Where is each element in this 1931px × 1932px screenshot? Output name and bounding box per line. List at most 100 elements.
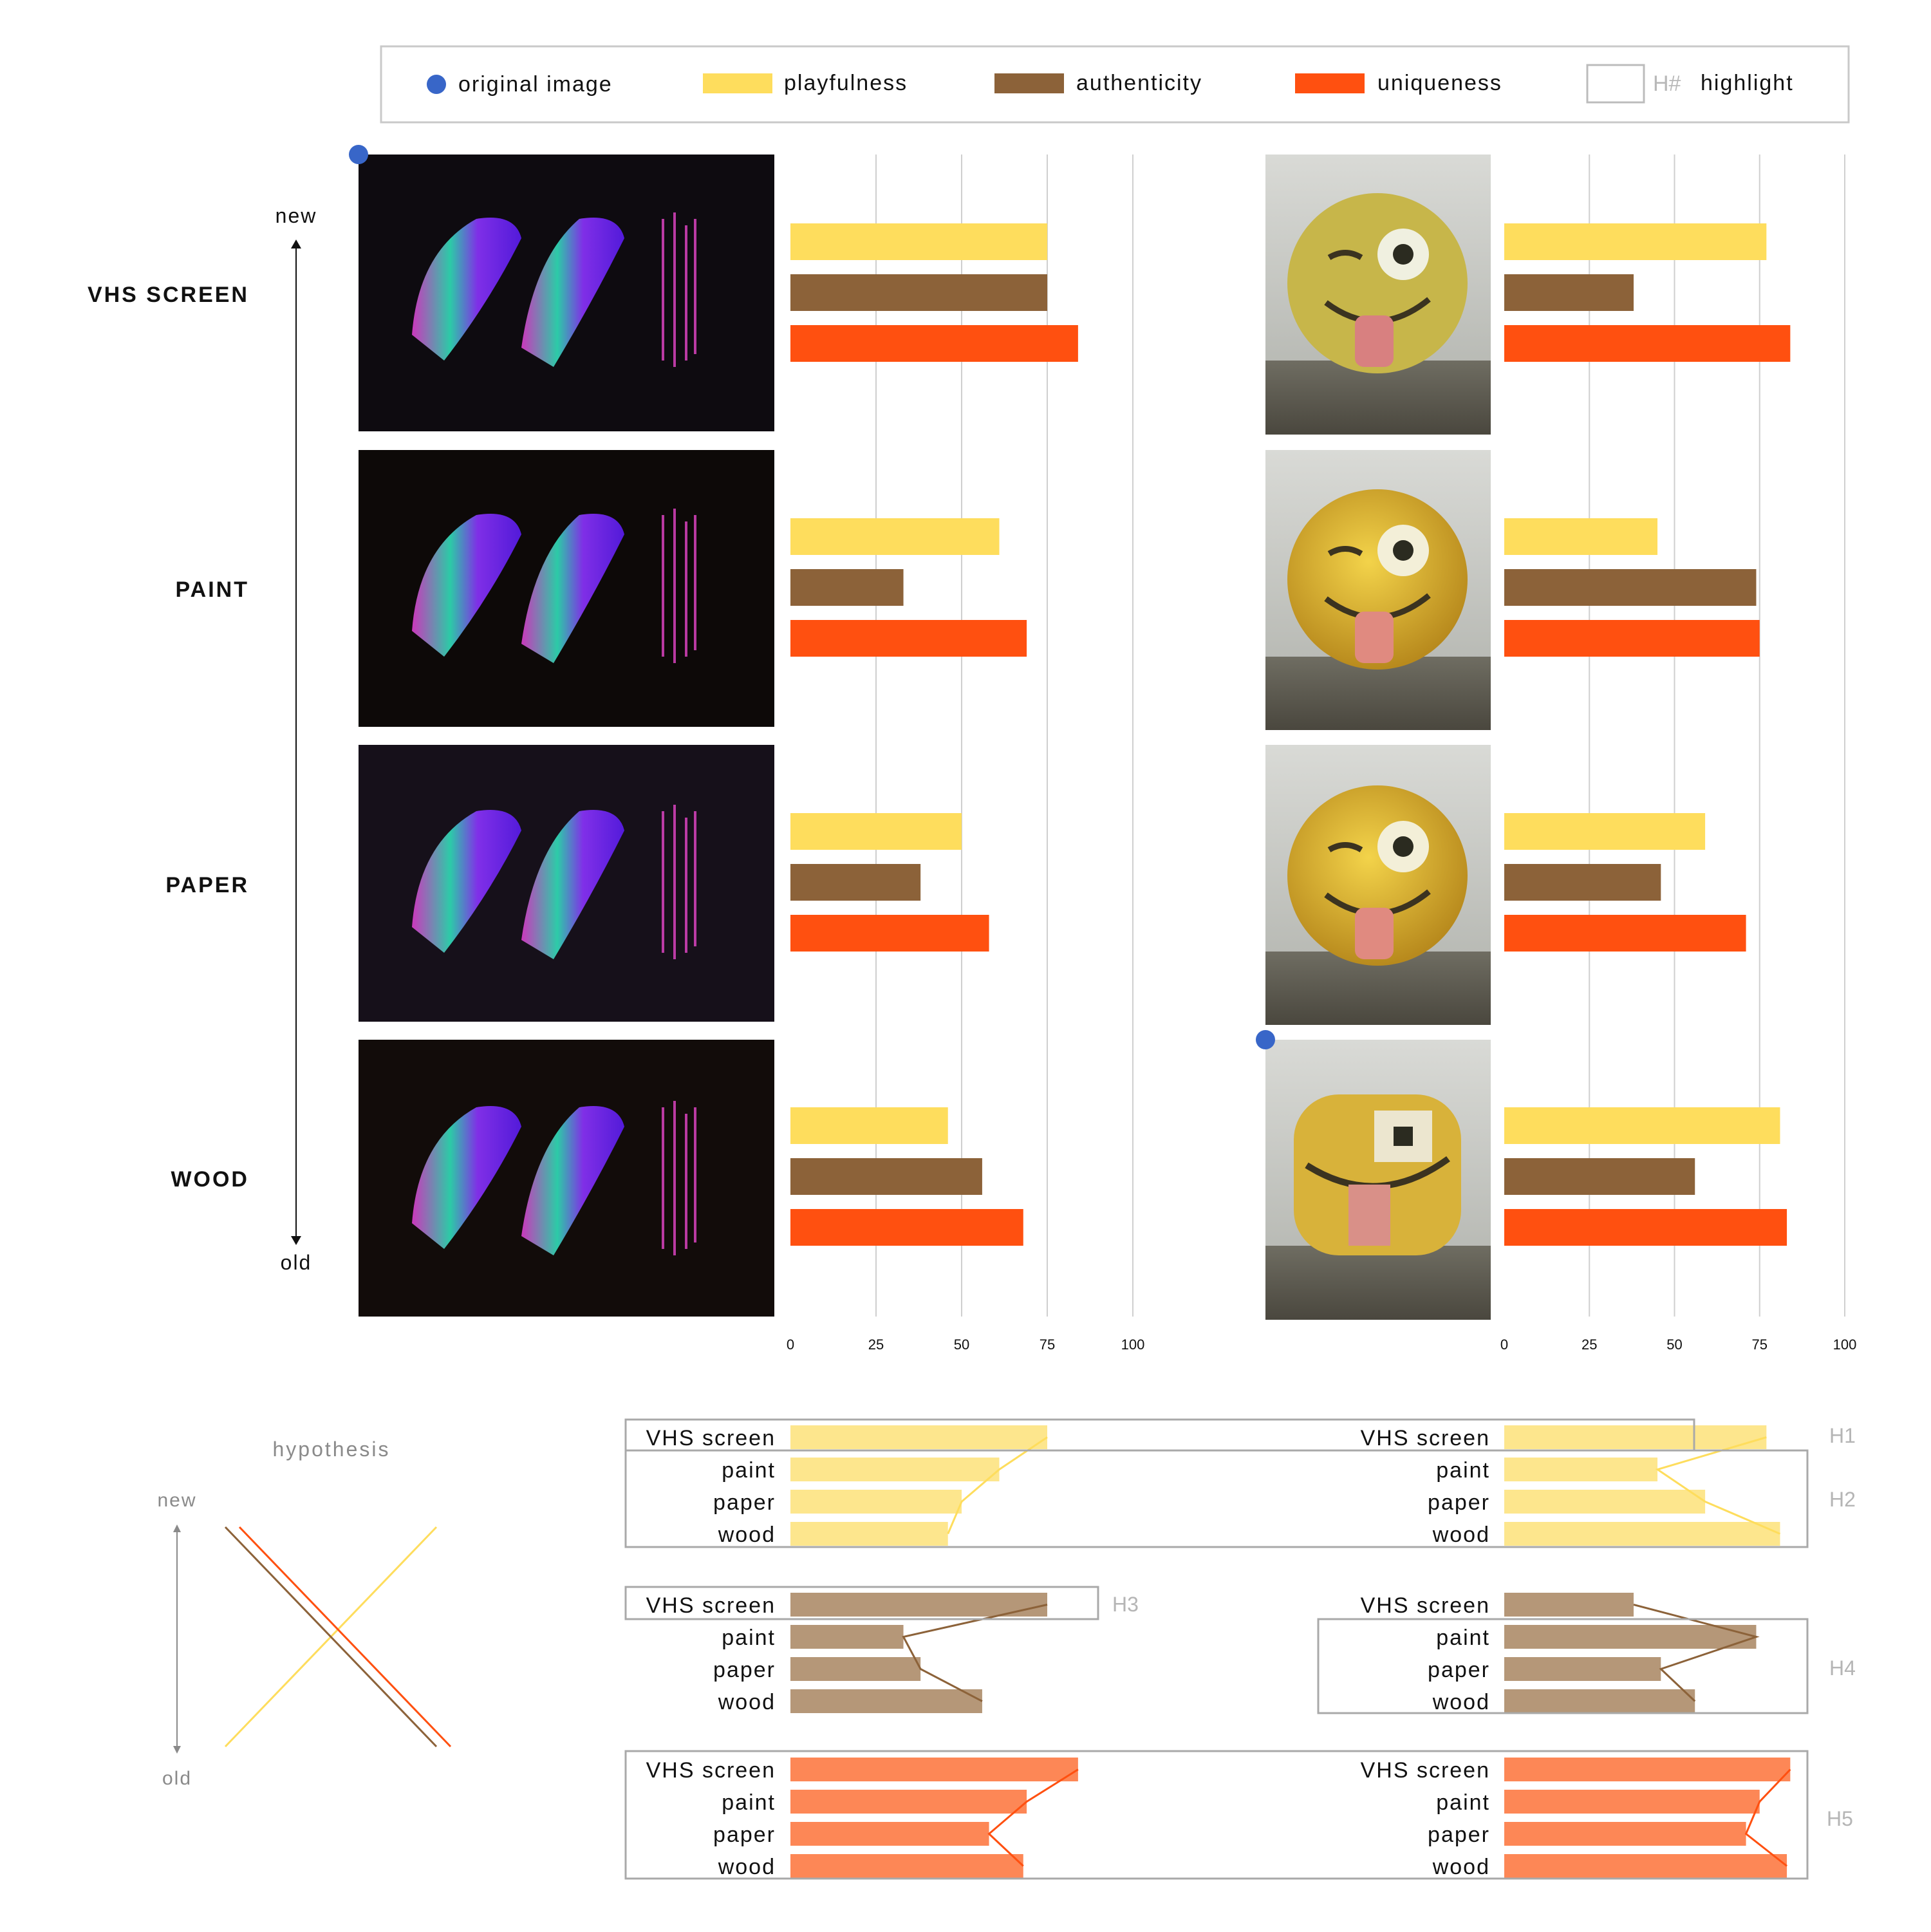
left-small-bar-authenticity-vhs-screen bbox=[790, 1593, 1047, 1617]
legend-playfulness-label: playfulness bbox=[784, 71, 908, 95]
left-small-label-authenticity-vhs-screen: VHS screen bbox=[646, 1593, 776, 1618]
right-small-bar-authenticity-paint bbox=[1504, 1625, 1757, 1649]
right-small-bar-authenticity-paper bbox=[1504, 1657, 1661, 1681]
left-small-bar-uniqueness-paper bbox=[790, 1822, 989, 1846]
right-small-label-authenticity-wood: wood bbox=[1432, 1690, 1490, 1714]
axis-arrow-down-icon bbox=[291, 1236, 301, 1245]
right-tick-label-25: 25 bbox=[1581, 1336, 1597, 1353]
left-bar-vhs-screen-authenticity bbox=[790, 274, 1047, 311]
right-bar-paint-authenticity bbox=[1504, 569, 1757, 606]
highlight-box-h3 bbox=[624, 1586, 1099, 1620]
right-small-label-uniqueness-wood: wood bbox=[1432, 1855, 1490, 1879]
emoji-image-paper bbox=[1265, 745, 1491, 1025]
left-trend-line-playfulness bbox=[947, 1436, 1048, 1535]
left-bar-vhs-screen-playfulness bbox=[790, 223, 1047, 260]
hypothesis-arrow-down-icon bbox=[173, 1746, 181, 1754]
left-small-label-authenticity-paint: paint bbox=[722, 1626, 776, 1650]
right-small-bar-playfulness-wood bbox=[1504, 1522, 1780, 1546]
legend-frame bbox=[380, 45, 1850, 124]
legend-highlight-code: H# bbox=[1653, 71, 1681, 96]
left-small-label-playfulness-vhs-screen: VHS screen bbox=[646, 1426, 776, 1450]
legend-playfulness-swatch bbox=[703, 73, 772, 93]
right-bar-vhs-screen-authenticity bbox=[1504, 274, 1634, 311]
highlight-label-h5: H5 bbox=[1827, 1807, 1853, 1830]
right-small-label-playfulness-wood: wood bbox=[1432, 1523, 1490, 1547]
left-small-label-playfulness-paper: paper bbox=[713, 1490, 776, 1515]
right-trend-line-uniqueness bbox=[1744, 1768, 1791, 1867]
left-small-bar-uniqueness-wood bbox=[790, 1854, 1023, 1878]
left-small-bar-authenticity-paint bbox=[790, 1625, 904, 1649]
highlight-label-h3: H3 bbox=[1112, 1593, 1139, 1616]
left-small-label-uniqueness-paper: paper bbox=[713, 1823, 776, 1847]
right-bar-paper-uniqueness bbox=[1504, 915, 1746, 952]
emoji-image-paint bbox=[1265, 450, 1491, 730]
row-label-vhs: VHS SCREEN bbox=[88, 283, 249, 307]
highlight-box-h5 bbox=[624, 1750, 1809, 1880]
chart-left: 0 25 50 75 100 bbox=[787, 155, 1144, 1353]
left-bar-wood-authenticity bbox=[790, 1158, 982, 1195]
right-small-bar-playfulness-paper bbox=[1504, 1490, 1706, 1514]
left-bar-paper-authenticity bbox=[790, 864, 921, 901]
glitch-image-wood bbox=[359, 1040, 774, 1317]
legend-uniqueness-swatch bbox=[1295, 73, 1365, 93]
left-tick-label-0: 0 bbox=[787, 1336, 794, 1353]
legend-highlight-swatch bbox=[1586, 64, 1645, 104]
left-bar-wood-playfulness bbox=[790, 1107, 948, 1144]
left-small-bar-playfulness-wood bbox=[790, 1522, 948, 1546]
emoji-image-wood bbox=[1265, 1040, 1491, 1320]
left-bar-paint-playfulness bbox=[790, 518, 1000, 555]
right-small-bar-playfulness-vhs-screen bbox=[1504, 1425, 1767, 1449]
right-trend-line-authenticity bbox=[1633, 1604, 1760, 1702]
left-tick-label-25: 25 bbox=[868, 1336, 884, 1353]
right-small-bar-uniqueness-wood bbox=[1504, 1854, 1787, 1878]
right-small-bar-playfulness-paint bbox=[1504, 1458, 1658, 1481]
row-labels: VHS SCREEN PAINT PAPER WOOD bbox=[88, 283, 249, 1192]
hypothesis-arrow-up-icon bbox=[173, 1524, 181, 1532]
left-tick-label-100: 100 bbox=[1121, 1336, 1145, 1353]
left-image-column bbox=[349, 145, 774, 1317]
glitch-image-paint bbox=[359, 450, 774, 727]
right-small-label-uniqueness-paper: paper bbox=[1428, 1823, 1490, 1847]
small-multiples: VHS screen paint paper wood VHS screen paint p… bbox=[646, 1425, 1791, 1879]
left-small-label-uniqueness-vhs-screen: VHS screen bbox=[646, 1758, 776, 1783]
left-bar-paper-uniqueness bbox=[790, 915, 989, 952]
legend: original image playfulness authenticity … bbox=[380, 45, 1850, 124]
left-small-label-uniqueness-wood: wood bbox=[718, 1855, 776, 1879]
hypothesis-uniqueness-line bbox=[238, 1526, 452, 1748]
hypothesis-diagram: hypothesis new old bbox=[157, 1438, 452, 1789]
right-tick-label-0: 0 bbox=[1500, 1336, 1508, 1353]
left-bar-paper-playfulness bbox=[790, 813, 962, 850]
right-bar-wood-playfulness bbox=[1504, 1107, 1780, 1144]
left-small-bar-authenticity-wood bbox=[790, 1689, 982, 1713]
left-trend-line-authenticity bbox=[902, 1604, 1048, 1702]
legend-authenticity-label: authenticity bbox=[1076, 71, 1202, 95]
right-bar-paper-playfulness bbox=[1504, 813, 1706, 850]
right-small-bar-uniqueness-paint bbox=[1504, 1790, 1760, 1814]
right-small-label-authenticity-paint: paint bbox=[1436, 1626, 1490, 1650]
left-small-bar-playfulness-paint bbox=[790, 1458, 1000, 1481]
right-bar-paper-authenticity bbox=[1504, 864, 1661, 901]
right-image-column bbox=[1256, 155, 1491, 1320]
highlight-label-h1: H1 bbox=[1829, 1424, 1856, 1447]
time-axis: new old bbox=[275, 204, 316, 1274]
left-small-bar-playfulness-vhs-screen bbox=[790, 1425, 1047, 1449]
left-small-bar-playfulness-paper bbox=[790, 1490, 962, 1514]
original-image-marker-icon bbox=[427, 75, 446, 94]
left-small-bar-uniqueness-paint bbox=[790, 1790, 1027, 1814]
right-small-bar-uniqueness-paper bbox=[1504, 1822, 1746, 1846]
hypothesis-old-label: old bbox=[162, 1768, 192, 1789]
row-label-wood: WOOD bbox=[171, 1167, 249, 1192]
right-bar-paint-uniqueness bbox=[1504, 620, 1760, 657]
right-small-label-playfulness-vhs-screen: VHS screen bbox=[1361, 1426, 1490, 1450]
highlight-box-h2 bbox=[624, 1449, 1809, 1548]
hypothesis-authenticity-line bbox=[224, 1526, 438, 1748]
legend-highlight-label: highlight bbox=[1701, 71, 1794, 95]
left-tick-label-50: 50 bbox=[954, 1336, 969, 1353]
left-small-label-authenticity-wood: wood bbox=[718, 1690, 776, 1714]
right-small-bar-authenticity-vhs-screen bbox=[1504, 1593, 1634, 1617]
right-bar-wood-authenticity bbox=[1504, 1158, 1695, 1195]
highlight-label-h2: H2 bbox=[1829, 1488, 1856, 1511]
chart-right: 0 25 50 75 100 bbox=[1500, 155, 1856, 1353]
left-tick-label-75: 75 bbox=[1040, 1336, 1055, 1353]
